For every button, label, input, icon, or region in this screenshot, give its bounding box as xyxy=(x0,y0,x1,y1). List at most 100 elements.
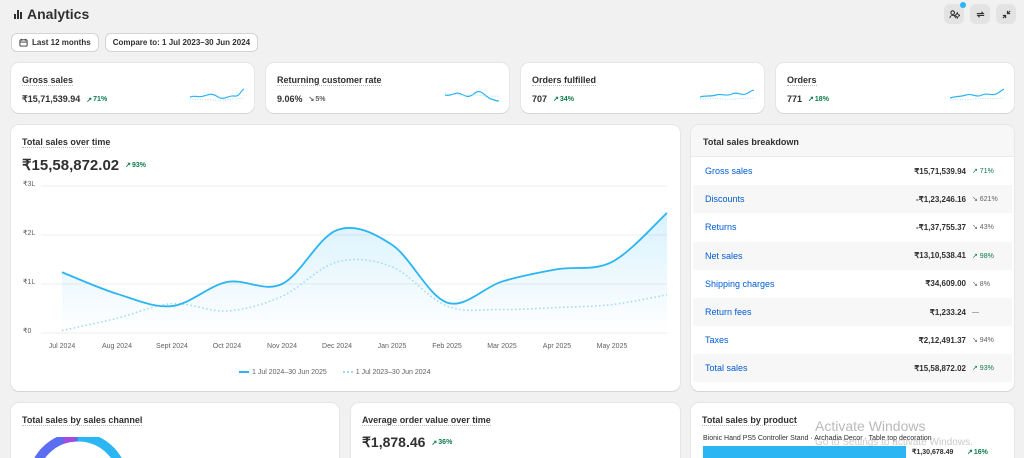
aov-value: ₹1,878.46 xyxy=(362,434,426,450)
metric-change: ↗ 34% xyxy=(553,95,574,104)
metric-change: ↘ 5% xyxy=(309,95,326,104)
breakdown-row-value: -₹1,23,246.16 xyxy=(915,194,966,204)
chart-legend: 1 Jul 2024–30 Jun 2025 1 Jul 2023–30 Jun… xyxy=(239,369,430,376)
breakdown-row-change: ↘ 94% xyxy=(972,337,994,345)
total-sales-change-value: 93% xyxy=(132,161,147,169)
breakdown-row-value: ₹13,10,538.41 xyxy=(914,251,966,261)
breakdown-row-name[interactable]: Taxes xyxy=(705,335,729,346)
metric-change-value: 34% xyxy=(559,95,574,103)
compare-label: Compare to: 1 Jul 2023–30 Jun 2024 xyxy=(112,38,251,47)
breakdown-row-name[interactable]: Shipping charges xyxy=(705,278,775,289)
x-tick: Aug 2024 xyxy=(102,343,132,350)
aov-value-row: ₹1,878.46 ↗ 36% xyxy=(362,434,452,451)
arrow-up-icon: ↗ xyxy=(86,96,93,104)
metric-label: Returning customer rate xyxy=(277,75,382,86)
total-sales-value: ₹15,58,872.02 xyxy=(22,157,120,174)
breakdown-row-name[interactable]: Returns xyxy=(705,222,737,233)
y-tick: ₹3L xyxy=(23,181,36,188)
metric-change-value: 18% xyxy=(814,95,829,103)
product-change: ↗ 16% xyxy=(967,448,988,457)
collapse-icon xyxy=(1001,9,1011,19)
breakdown-row[interactable]: Discounts -₹1,23,246.16 ↘ 621% xyxy=(693,185,1012,214)
refresh-button[interactable] xyxy=(970,4,990,24)
metric-change: ↗ 18% xyxy=(808,95,829,104)
metric-card-orders[interactable]: Orders 771 ↗ 18% xyxy=(776,63,1014,113)
activate-windows-subtext: Go to Settings to activate Windows. xyxy=(815,437,973,448)
metric-label: Orders fulfilled xyxy=(532,75,597,86)
refresh-icon xyxy=(975,10,985,18)
page-header: Analytics xyxy=(14,6,89,22)
breakdown-row-name[interactable]: Return fees xyxy=(705,307,752,317)
breakdown-row[interactable]: Shipping charges ₹34,609.00 ↘ 8% xyxy=(693,270,1012,298)
product-change-value: 16% xyxy=(973,448,988,456)
breakdown-row-value: ₹1,233.24 xyxy=(929,307,966,317)
card-title[interactable]: Total sales by product xyxy=(702,415,797,426)
date-range-label: Last 12 months xyxy=(32,38,91,47)
breakdown-row-value: -₹1,37,755.37 xyxy=(915,222,966,232)
metric-label: Gross sales xyxy=(22,75,74,86)
channel-donut-chart xyxy=(34,437,122,458)
legend-item-previous[interactable]: 1 Jul 2023–30 Jun 2024 xyxy=(342,369,431,376)
aov-change-value: 36% xyxy=(438,439,453,446)
legend-label: 1 Jul 2023–30 Jun 2024 xyxy=(355,369,431,376)
calendar-icon xyxy=(19,38,28,47)
sparkline xyxy=(445,90,499,102)
x-tick: Sept 2024 xyxy=(156,343,188,350)
average-order-value-card: Average order value over time ₹1,878.46 … xyxy=(351,403,680,458)
y-tick: ₹0 xyxy=(23,328,32,335)
total-sales-value-row: ₹15,58,872.02 ↗ 93% xyxy=(22,156,146,174)
breakdown-row-name[interactable]: Total sales xyxy=(705,363,748,374)
metric-value: 9.06% xyxy=(277,94,303,104)
metric-card-returning-customer-rate[interactable]: Returning customer rate 9.06% ↘ 5% xyxy=(266,63,509,113)
arrow-up-icon: ↗ xyxy=(808,96,814,103)
series-line-previous[interactable] xyxy=(61,258,668,332)
sparkle-people-button[interactable] xyxy=(944,2,966,24)
x-tick: Mar 2025 xyxy=(487,343,517,350)
total-sales-over-time-card: Total sales over time ₹15,58,872.02 ↗ 93%… xyxy=(11,125,680,391)
metric-value: 771 xyxy=(787,94,803,104)
card-title[interactable]: Total sales by sales channel xyxy=(22,415,143,426)
x-tick: Apr 2025 xyxy=(542,343,572,350)
x-tick: Jan 2025 xyxy=(377,343,407,350)
total-sales-breakdown-card: Total sales breakdown Gross sales ₹15,71,… xyxy=(691,125,1014,391)
breakdown-row-change: ↗ 71% xyxy=(972,168,994,175)
breakdown-row-change: ↗ 93% xyxy=(972,365,994,373)
breakdown-row[interactable]: Returns -₹1,37,755.37 ↘ 43% xyxy=(693,213,1012,241)
compare-button[interactable]: Compare to: 1 Jul 2023–30 Jun 2024 xyxy=(104,33,259,52)
date-range-button[interactable]: Last 12 months xyxy=(11,33,99,52)
breakdown-row[interactable]: Total sales ₹15,58,872.02 ↗ 93% xyxy=(693,354,1012,383)
notification-dot xyxy=(960,2,966,8)
x-tick: Oct 2024 xyxy=(212,343,242,350)
breakdown-row-name[interactable]: Discounts xyxy=(705,194,745,205)
collapse-button[interactable] xyxy=(996,4,1016,24)
total-sales-change: ↗ 93% xyxy=(125,161,147,170)
y-tick: ₹1L xyxy=(23,279,36,286)
breakdown-title: Total sales breakdown xyxy=(703,137,799,147)
card-title[interactable]: Average order value over time xyxy=(362,415,491,426)
sparkle-people-icon xyxy=(948,9,960,19)
activate-windows-watermark: Activate Windows xyxy=(815,418,926,434)
metric-value: 707 xyxy=(532,94,548,104)
breakdown-row-name[interactable]: Gross sales xyxy=(705,166,753,176)
card-title[interactable]: Total sales over time xyxy=(22,137,111,148)
breakdown-row[interactable]: Taxes ₹2,12,491.37 ↘ 94% xyxy=(693,326,1012,354)
arrow-up-icon: ↗ xyxy=(125,162,132,169)
metric-card-gross-sales[interactable]: Gross sales ₹15,71,539.94 ↗ 71% xyxy=(11,63,254,113)
breakdown-row-change: ↘ 621% xyxy=(972,196,998,204)
arrow-up-icon: ↗ xyxy=(553,96,559,103)
x-tick: Feb 2025 xyxy=(432,343,462,350)
series-area-current xyxy=(62,212,667,333)
legend-item-current[interactable]: 1 Jul 2024–30 Jun 2025 xyxy=(239,369,327,376)
filter-bar: Last 12 months Compare to: 1 Jul 2023–30… xyxy=(11,33,259,52)
metric-value-row: 771 ↗ 18% xyxy=(787,94,829,104)
metric-value-row: ₹15,71,539.94 ↗ 71% xyxy=(22,94,107,105)
sales-by-channel-card: Total sales by sales channel xyxy=(11,403,339,458)
metric-card-orders-fulfilled[interactable]: Orders fulfilled 707 ↗ 34% xyxy=(521,63,764,113)
breakdown-row[interactable]: Gross sales ₹15,71,539.94 ↗ 71% xyxy=(693,157,1012,185)
breakdown-row[interactable]: Return fees ₹1,233.24 — xyxy=(693,298,1012,326)
breakdown-row-name[interactable]: Net sales xyxy=(705,250,743,261)
breakdown-row[interactable]: Net sales ₹13,10,538.41 ↗ 98% xyxy=(693,241,1012,270)
series-line-current[interactable] xyxy=(61,212,668,308)
metric-change-value: 71% xyxy=(93,96,108,103)
product-bar[interactable] xyxy=(703,446,906,458)
